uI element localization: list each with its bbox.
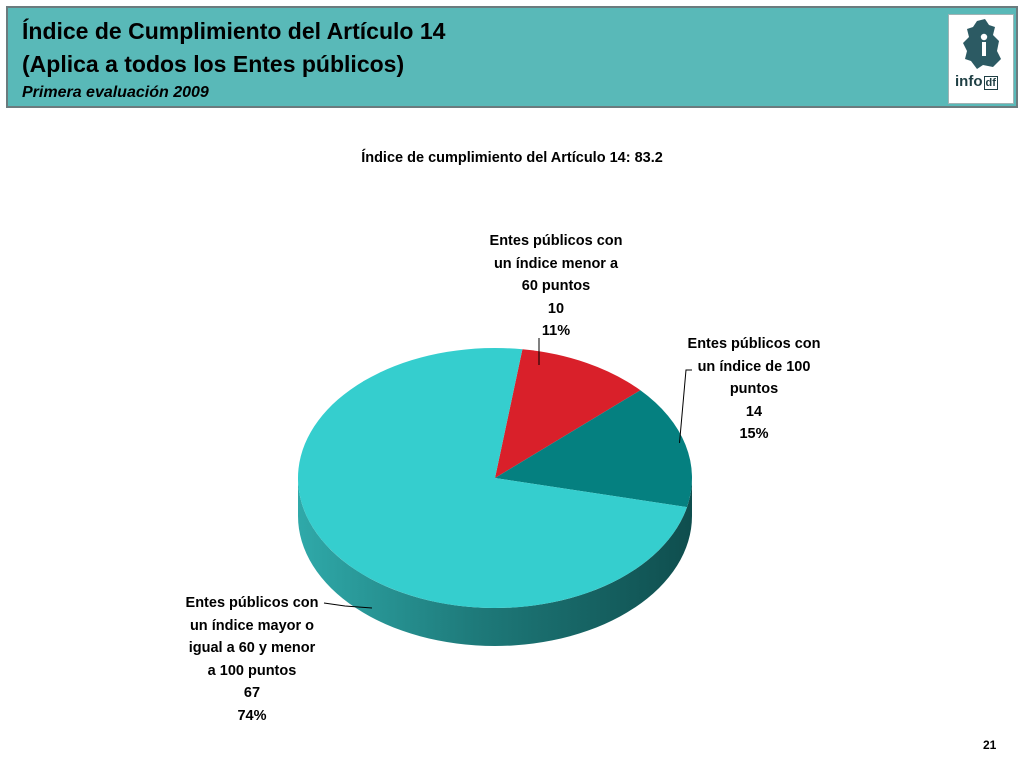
slice-count: 10 (547, 300, 565, 317)
logo-wordmark: info df (955, 73, 998, 90)
slice-label-line: un índice menor a (493, 255, 619, 272)
slice-label-line: 60 puntos (521, 278, 591, 294)
slice-label-line: Entes públicos con (185, 595, 319, 611)
slice-label-line: Entes públicos con (687, 336, 821, 352)
pie-slice-0 (495, 349, 641, 478)
pie-side-wall (298, 478, 692, 646)
slide-title-line2: (Aplica a todos los Entes públicos) (22, 51, 405, 77)
slice-label-line: Entes públicos con (489, 233, 623, 249)
slide-header: Índice de Cumplimiento del Artículo 14 (… (6, 6, 1018, 108)
infodf-logo: info df (948, 14, 1014, 104)
slice-percent: 15% (739, 426, 769, 442)
slice-label-menor-60: Entes públicos con un índice menor a 60 … (476, 230, 636, 343)
slice-percent: 74% (237, 707, 267, 724)
page-number: 21 (983, 738, 997, 752)
leader-line-100 (679, 369, 692, 443)
slice-label-60-100: Entes públicos con un índice mayor o igu… (170, 592, 334, 727)
slice-count: 67 (243, 685, 261, 701)
map-shape-icon (963, 19, 1001, 69)
pie-slice-1 (495, 390, 692, 508)
slice-label-line: un índice de 100 (697, 358, 811, 375)
pie-slice-2 (298, 347, 687, 608)
chart-title: Índice de cumplimiento del Artículo 14: … (361, 150, 663, 166)
slice-label-line: igual a 60 y menor (188, 640, 316, 656)
slice-label-100: Entes públicos con un índice de 100 punt… (678, 333, 830, 446)
slide-subtitle: Primera evaluación 2009 (22, 84, 209, 101)
slice-label-line: a 100 puntos (207, 662, 297, 679)
slice-label-line: puntos (729, 381, 779, 397)
slice-percent: 11% (541, 323, 571, 339)
slide-title-line1: Índice de Cumplimiento del Artículo 14 (22, 18, 446, 44)
slice-count: 14 (745, 403, 763, 420)
leader-line-60-100 (323, 602, 373, 609)
slice-label-line: un índice mayor o (189, 617, 315, 634)
